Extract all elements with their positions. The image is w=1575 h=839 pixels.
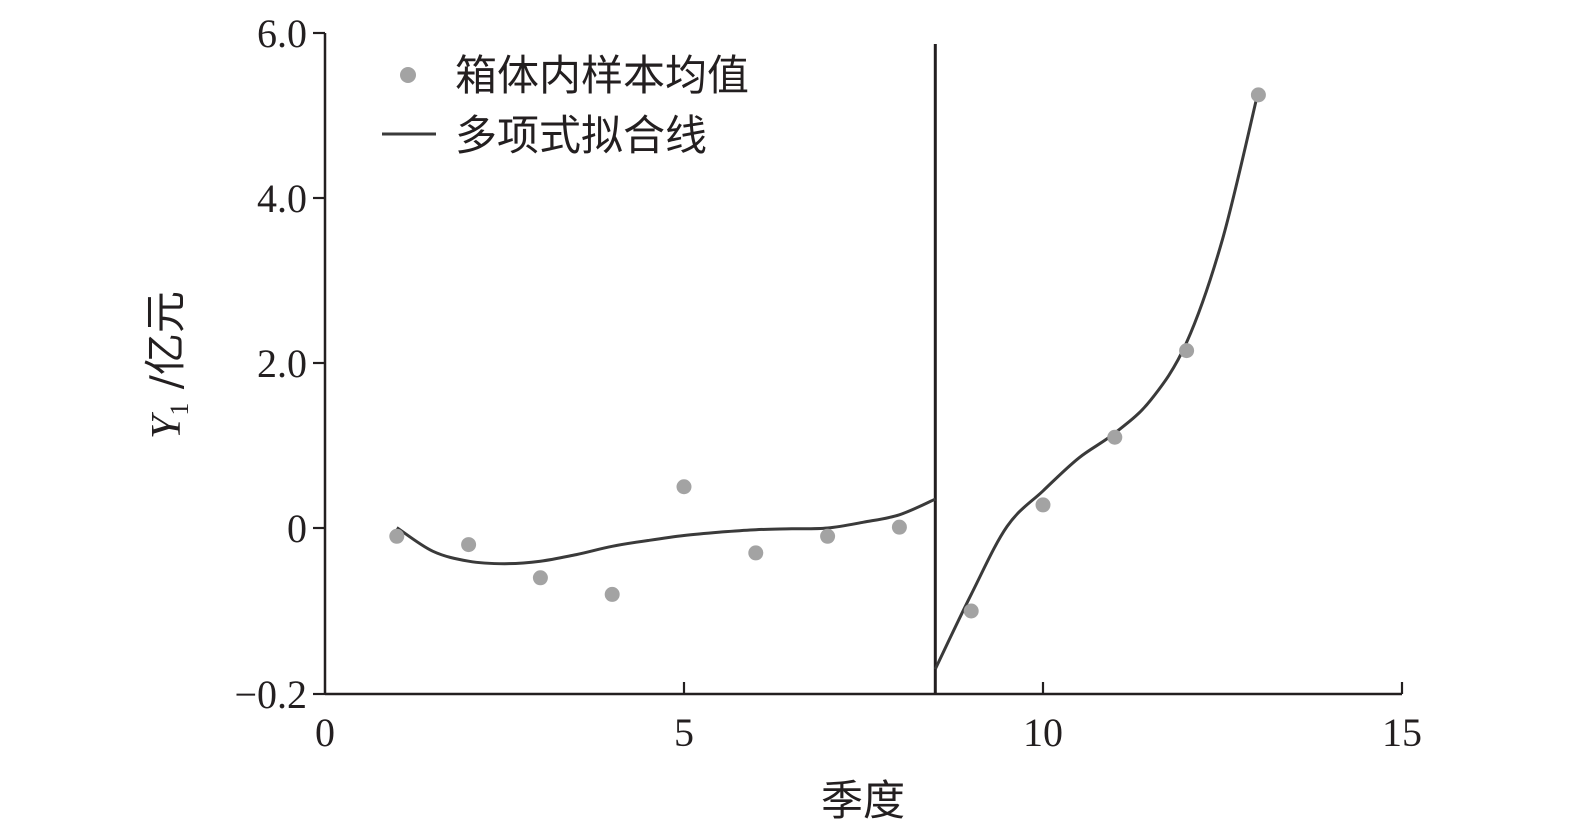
x-tick-label: 15 [1382, 710, 1422, 755]
sample-point [389, 528, 405, 544]
sample-point [1179, 343, 1195, 359]
sample-point [891, 519, 907, 535]
fit-line-segment-1 [395, 497, 936, 566]
sample-point [748, 545, 764, 561]
fit-line-segment-2 [933, 90, 1260, 670]
legend-label-line: 多项式拟合线 [455, 111, 707, 160]
sample-point [1250, 87, 1266, 103]
sample-point [676, 479, 692, 495]
axis-labels: 季度 Y1 /亿元 [141, 291, 905, 825]
y-tick-label: −0.2 [234, 672, 307, 717]
legend-point-marker [400, 67, 416, 83]
sample-points [389, 87, 1266, 619]
x-axis-title: 季度 [821, 776, 905, 825]
y-tick-label: 2.0 [257, 341, 307, 386]
legend-label-points: 箱体内样本均值 [455, 51, 749, 100]
sample-point [963, 603, 979, 619]
sample-point [604, 586, 620, 602]
sample-point [820, 528, 836, 544]
sample-point [1107, 429, 1123, 445]
sample-point [532, 570, 548, 586]
y-tick-label: 4.0 [257, 176, 307, 221]
sample-point [1035, 497, 1051, 513]
x-tick-label: 10 [1023, 710, 1063, 755]
x-tick-label: 0 [315, 710, 335, 755]
sample-point [461, 537, 477, 553]
x-tick-label: 5 [674, 710, 694, 755]
y-tick-label: 6.0 [257, 11, 307, 56]
y-tick-label: 0 [287, 506, 307, 551]
y-axis-title: Y1 /亿元 [141, 291, 194, 439]
fit-lines [395, 90, 1260, 670]
axes: −0.202.04.06.00 5 10 15 [234, 11, 1422, 755]
